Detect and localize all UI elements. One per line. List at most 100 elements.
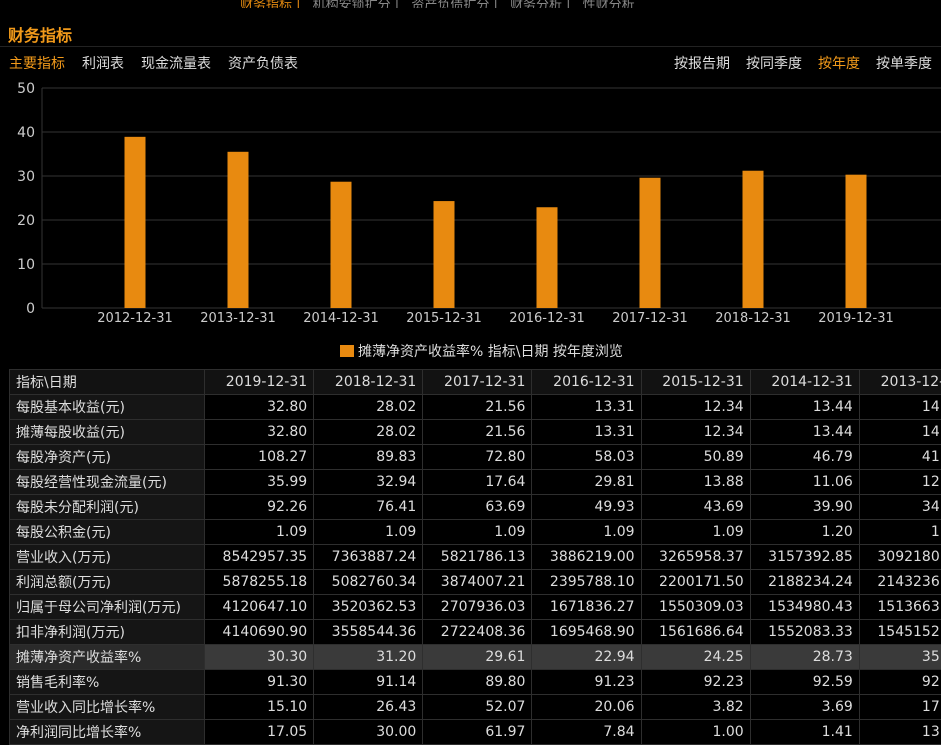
table-cell: 92.90	[859, 670, 941, 695]
table-cell: 3886219.00	[532, 545, 641, 570]
column-header[interactable]: 2017-12-31	[423, 370, 532, 395]
table-cell: 28.02	[314, 395, 423, 420]
bar	[537, 207, 558, 308]
top-nav-item[interactable]: 财务指标 |	[240, 0, 305, 8]
column-header[interactable]: 2018-12-31	[314, 370, 423, 395]
table-cell: 3874007.21	[423, 570, 532, 595]
tab-3[interactable]: 资产负债表	[228, 56, 298, 72]
table-cell: 3157392.85	[750, 545, 859, 570]
table-cell: 1561686.64	[641, 620, 750, 645]
table-cell: 12.34	[641, 395, 750, 420]
table-cell: 1513663.98	[859, 595, 941, 620]
table-row[interactable]: 每股公积金(元)1.091.091.091.091.091.201.32	[10, 520, 941, 545]
period-tab-1[interactable]: 按同季度	[746, 56, 802, 72]
table-cell: 49.93	[532, 495, 641, 520]
table-cell: 50.89	[641, 445, 750, 470]
top-nav: 财务指标 | 机构安锁扩分 | 资产负债扩分 | 财务分析 | 性财分析	[240, 0, 700, 8]
tab-0[interactable]: 主要指标	[9, 56, 65, 72]
table-cell: 5878255.18	[205, 570, 314, 595]
top-nav-item[interactable]: 财务分析 |	[510, 0, 575, 8]
row-label: 每股基本收益(元)	[10, 395, 205, 420]
table-cell: 12.34	[641, 420, 750, 445]
table-cell: 1671836.27	[532, 595, 641, 620]
table-cell: 8542957.35	[205, 545, 314, 570]
legend-swatch	[340, 345, 354, 357]
top-nav-item[interactable]: 性财分析	[583, 0, 635, 8]
table-cell: 76.41	[314, 495, 423, 520]
bar	[228, 152, 249, 308]
table-cell: 1534980.43	[750, 595, 859, 620]
table-cell: 28.02	[314, 420, 423, 445]
period-tabs: 按报告期按同季度按年度按单季度	[658, 53, 932, 73]
y-tick-label: 30	[17, 169, 35, 185]
y-tick-label: 10	[17, 257, 35, 273]
x-tick-label: 2012-12-31	[97, 311, 173, 326]
table-cell: 11.06	[750, 470, 859, 495]
table-cell: 15.10	[205, 695, 314, 720]
chart-legend[interactable]: 摊薄净资产收益率% 指标\日期 按年度浏览	[340, 341, 623, 361]
table-cell: 7.84	[532, 720, 641, 745]
row-label: 每股公积金(元)	[10, 520, 205, 545]
column-header[interactable]: 指标\日期	[10, 370, 205, 395]
table-cell: 1552083.33	[750, 620, 859, 645]
y-tick-label: 20	[17, 213, 35, 229]
period-tab-0[interactable]: 按报告期	[674, 56, 730, 72]
y-tick-label: 40	[17, 125, 35, 141]
table-cell: 20.06	[532, 695, 641, 720]
table-cell: 1.09	[423, 520, 532, 545]
table-cell: 3558544.36	[314, 620, 423, 645]
table-cell: 1.09	[641, 520, 750, 545]
table-cell: 2188234.24	[750, 570, 859, 595]
column-header[interactable]: 2019-12-31	[205, 370, 314, 395]
table-cell: 31.20	[314, 645, 423, 670]
table-cell: 24.25	[641, 645, 750, 670]
table-cell: 14.58	[859, 395, 941, 420]
bar	[743, 171, 764, 308]
row-label: 营业收入同比增长率%	[10, 695, 205, 720]
table-cell: 32.80	[205, 420, 314, 445]
table-cell: 29.81	[532, 470, 641, 495]
table-cell: 1.41	[750, 720, 859, 745]
table-cell: 3092180.13	[859, 545, 941, 570]
legend-label: 摊薄净资产收益率% 指标\日期 按年度浏览	[358, 344, 623, 360]
table-cell: 3520362.53	[314, 595, 423, 620]
table-row[interactable]: 净利润同比增长率%17.0530.0061.977.841.001.4113.7…	[10, 720, 941, 745]
tab-2[interactable]: 现金流量表	[141, 56, 211, 72]
column-header[interactable]: 2014-12-31	[750, 370, 859, 395]
top-nav-item[interactable]: 资产负债扩分 |	[411, 0, 502, 8]
table-cell: 13.44	[750, 395, 859, 420]
x-tick-label: 2019-12-31	[818, 311, 894, 326]
row-label: 净利润同比增长率%	[10, 720, 205, 745]
table-row[interactable]: 销售毛利率%91.3091.1489.8091.2392.2392.5992.9…	[10, 670, 941, 695]
period-tab-2[interactable]: 按年度	[818, 56, 860, 72]
table-cell: 1.09	[205, 520, 314, 545]
column-header[interactable]: 2016-12-31	[532, 370, 641, 395]
column-header[interactable]: 2015-12-31	[641, 370, 750, 395]
table-cell: 108.27	[205, 445, 314, 470]
period-tab-3[interactable]: 按单季度	[876, 56, 932, 72]
table-cell: 39.90	[750, 495, 859, 520]
table-cell: 32.94	[314, 470, 423, 495]
top-nav-item[interactable]: 机构安锁扩分 |	[313, 0, 404, 8]
table-cell: 3.82	[641, 695, 750, 720]
table-cell: 2722408.36	[423, 620, 532, 645]
column-header[interactable]: 2013-12-31	[859, 370, 941, 395]
tab-1[interactable]: 利润表	[82, 56, 124, 72]
row-label: 营业收入(万元)	[10, 545, 205, 570]
table-cell: 92.26	[205, 495, 314, 520]
table-cell: 30.30	[205, 645, 314, 670]
